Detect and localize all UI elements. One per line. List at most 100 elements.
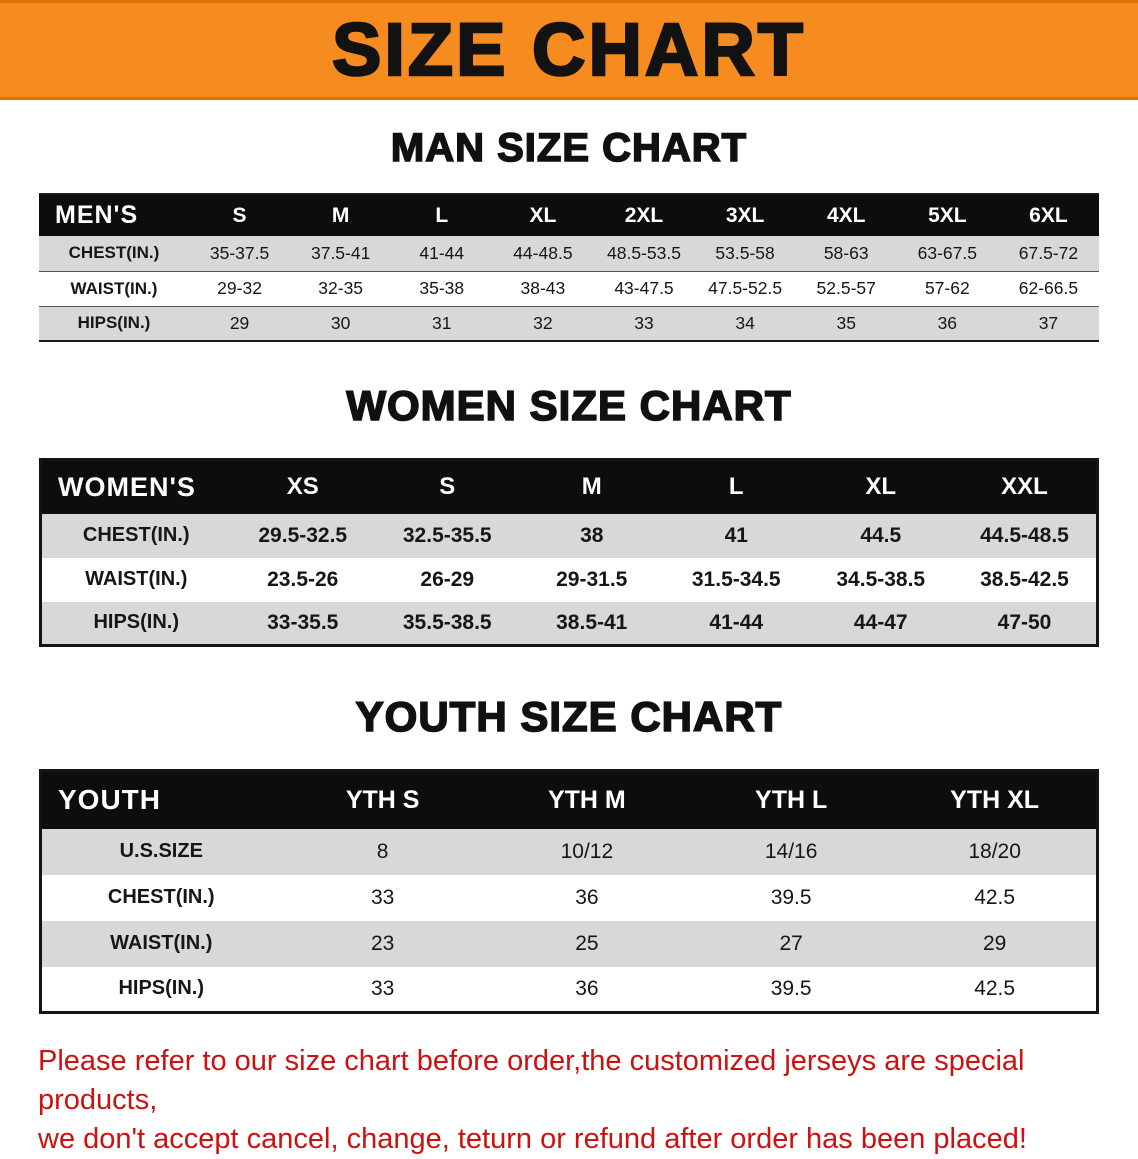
measurement-value-cell: 44-48.5 bbox=[513, 242, 573, 263]
measurement-value-cell: 35 bbox=[836, 312, 856, 333]
measurement-value-cell: 41-44 bbox=[419, 242, 465, 263]
size-label-cell: YTH XL bbox=[893, 770, 1098, 829]
measurement-value-cell: 25 bbox=[575, 931, 599, 955]
measurement-value-cell: 44-47 bbox=[853, 610, 908, 634]
women-size-section: WOMEN SIZE CHART WOMEN'S XS S M L XL XXL CHEST(… bbox=[0, 381, 1138, 647]
measurement-row: HIPS(IN.) 29 30 31 32 33 34 35 36 37 bbox=[39, 306, 1099, 341]
measurement-value-cell: 33-35.5 bbox=[267, 610, 339, 634]
measurement-value-cell: 43-47.5 bbox=[614, 278, 674, 298]
measurement-row: HIPS(IN.) 33 36 39.5 42.5 bbox=[41, 967, 1098, 1013]
measurement-value-cell: 52.5-57 bbox=[816, 278, 876, 298]
measurement-value-cell: 32.5-35.5 bbox=[402, 523, 492, 547]
measurement-value-cell: 41-44 bbox=[709, 610, 764, 634]
size-label-cell: 2XL bbox=[593, 194, 695, 236]
size-header-row: WOMEN'S XS S M L XL XXL bbox=[40, 459, 1098, 514]
group-label-cell: MEN'S bbox=[39, 194, 189, 236]
size-label-cell: 4XL bbox=[795, 194, 897, 236]
measurement-value-cell: 31.5-34.5 bbox=[691, 567, 781, 591]
women-size-table: WOMEN'S XS S M L XL XXL CHEST(IN.) 29.5-32.5 32.5… bbox=[39, 458, 1099, 647]
size-label-cell: S bbox=[189, 194, 291, 236]
measurement-value-cell: 38.5-41 bbox=[556, 610, 628, 634]
size-label-cell: XXL bbox=[953, 459, 1098, 514]
size-label-cell: 6XL bbox=[997, 194, 1099, 236]
measurement-value-cell: 32-35 bbox=[318, 278, 364, 298]
measurement-label-cell: HIPS(IN.) bbox=[118, 977, 205, 1000]
order-notice-line-2: we don't accept cancel, change, teturn o… bbox=[38, 1123, 1027, 1155]
measurement-row: CHEST(IN.) 29.5-32.5 32.5-35.5 38 41 44.5 44.5… bbox=[40, 513, 1098, 558]
measurement-label-cell: WAIST(IN.) bbox=[85, 568, 188, 590]
measurement-value-cell: 36 bbox=[575, 976, 599, 1000]
youth-section-heading: YOUTH SIZE CHART bbox=[355, 692, 783, 741]
measurement-value-cell: 67.5-72 bbox=[1018, 242, 1079, 263]
measurement-value-cell: 35-38 bbox=[419, 278, 465, 298]
men-size-table: MEN'S S M L XL 2XL 3XL 4XL 5XL 6XL CHEST(IN.) 35-37… bbox=[39, 193, 1099, 342]
measurement-value-cell: 30 bbox=[330, 312, 351, 333]
size-label-cell: YTH M bbox=[484, 770, 689, 829]
measurement-row: CHEST(IN.) 35-37.5 37.5-41 41-44 44-48.5 48.5… bbox=[39, 236, 1099, 271]
measurement-value-cell: 35.5-38.5 bbox=[402, 610, 492, 634]
measurement-label-cell: WAIST(IN.) bbox=[70, 278, 158, 298]
youth-size-section: YOUTH SIZE CHART YOUTH YTH S YTH M YTH L YTH… bbox=[0, 692, 1138, 1014]
measurement-value-cell: 29-32 bbox=[217, 278, 262, 298]
measurement-value-cell: 53.5-58 bbox=[715, 242, 775, 263]
measurement-value-cell: 47.5-52.5 bbox=[708, 278, 783, 298]
size-label-cell: 5XL bbox=[896, 194, 998, 236]
measurement-label-cell: HIPS(IN.) bbox=[93, 611, 180, 634]
women-section-heading: WOMEN SIZE CHART bbox=[346, 381, 792, 430]
measurement-label-cell: WAIST(IN.) bbox=[110, 932, 213, 954]
measurement-value-cell: 31 bbox=[432, 312, 452, 333]
banner-title: SIZE CHART bbox=[331, 8, 806, 91]
size-header-row: MEN'S S M L XL 2XL 3XL 4XL 5XL 6XL bbox=[39, 194, 1099, 236]
measurement-row: WAIST(IN.) 23 25 27 29 bbox=[40, 920, 1098, 967]
group-label-cell: WOMEN'S bbox=[40, 459, 231, 514]
measurement-value-cell: 26-29 bbox=[420, 567, 475, 591]
measurement-value-cell: 63-67.5 bbox=[917, 242, 977, 263]
measurement-label-cell: CHEST(IN.) bbox=[107, 886, 215, 908]
size-label-cell: L bbox=[664, 459, 809, 514]
measurement-value-cell: 35-37.5 bbox=[209, 242, 270, 263]
measurement-label-cell: CHEST(IN.) bbox=[82, 524, 190, 546]
measurement-value-cell: 34.5-38.5 bbox=[836, 567, 926, 591]
measurement-value-cell: 29 bbox=[982, 931, 1007, 955]
size-header-row: YOUTH YTH S YTH M YTH L YTH XL bbox=[40, 770, 1098, 829]
measurement-value-cell: 37.5-41 bbox=[310, 242, 371, 263]
measurement-value-cell: 38 bbox=[580, 523, 604, 547]
size-label-cell: M bbox=[519, 459, 664, 514]
measurement-row: WAIST(IN.) 29-32 32-35 35-38 38-43 43-47.5 47.… bbox=[39, 271, 1099, 306]
measurement-row: CHEST(IN.) 33 36 39.5 42.5 bbox=[41, 875, 1098, 921]
measurement-value-cell: 42.5 bbox=[974, 885, 1016, 909]
measurement-value-cell: 38.5-42.5 bbox=[980, 567, 1069, 591]
measurement-value-cell: 57-62 bbox=[924, 278, 970, 298]
measurement-row: U.S.SIZE 8 10/12 14/16 18/20 bbox=[40, 828, 1098, 875]
size-label-cell: YTH S bbox=[280, 770, 485, 829]
measurement-value-cell: 39.5 bbox=[770, 885, 812, 909]
size-label-cell: S bbox=[375, 459, 520, 514]
size-label-cell: L bbox=[391, 194, 493, 236]
measurement-value-cell: 44.5 bbox=[860, 523, 902, 547]
measurement-value-cell: 8 bbox=[376, 839, 389, 863]
men-size-section: MAN SIZE CHART MEN'S S M L XL 2XL 3XL 4XL 5XL 6XL… bbox=[0, 125, 1138, 342]
measurement-value-cell: 44.5-48.5 bbox=[980, 523, 1069, 547]
measurement-value-cell: 23 bbox=[370, 931, 395, 955]
measurement-value-cell: 37 bbox=[1038, 312, 1059, 333]
measurement-label-cell: U.S.SIZE bbox=[119, 840, 203, 862]
size-label-cell: XL bbox=[808, 459, 953, 514]
measurement-value-cell: 36 bbox=[575, 885, 599, 909]
measurement-label-cell: HIPS(IN.) bbox=[77, 313, 151, 333]
order-notice-line-1: Please refer to our size chart before or… bbox=[38, 1045, 1025, 1116]
measurement-value-cell: 36 bbox=[937, 312, 958, 333]
size-chart-banner: SIZE CHART bbox=[0, 0, 1138, 100]
size-label-cell: M bbox=[290, 194, 392, 236]
measurement-value-cell: 23.5-26 bbox=[267, 567, 339, 591]
measurement-value-cell: 10/12 bbox=[560, 839, 614, 863]
measurement-value-cell: 33 bbox=[634, 312, 654, 333]
measurement-row: WAIST(IN.) 23.5-26 26-29 29-31.5 31.5-34.5 34… bbox=[41, 558, 1098, 602]
measurement-value-cell: 29-31.5 bbox=[556, 567, 628, 591]
size-label-cell: YTH L bbox=[689, 770, 894, 829]
men-section-heading: MAN SIZE CHART bbox=[390, 125, 748, 171]
group-label-cell: YOUTH bbox=[40, 770, 281, 829]
measurement-value-cell: 29.5-32.5 bbox=[258, 523, 348, 547]
measurement-value-cell: 48.5-53.5 bbox=[607, 242, 681, 263]
size-label-cell: XL bbox=[492, 194, 594, 236]
